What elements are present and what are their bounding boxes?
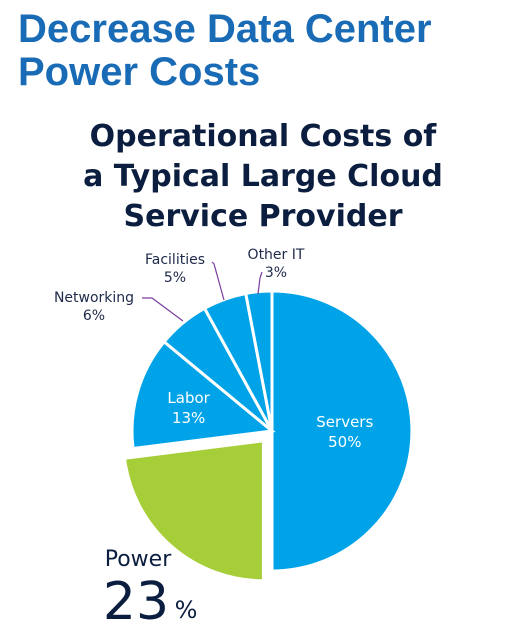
pie-slice-servers — [270, 289, 414, 573]
pie-slice-labor — [130, 339, 276, 451]
slice-label-power: Power — [105, 547, 172, 572]
slice-label-networking: Networking — [54, 290, 134, 306]
slice-unit-power: % — [175, 596, 198, 624]
slice-label-facilities: Facilities — [145, 252, 205, 268]
chart-title-line-1: Operational Costs of — [89, 119, 437, 154]
leader-line-other-it — [257, 271, 263, 295]
slice-value-servers: 50% — [328, 433, 361, 451]
pie-slice-power — [122, 439, 265, 583]
leader-line-facilities — [211, 261, 225, 301]
slice-value-other-it: 3% — [265, 265, 287, 281]
chart-title-line-3: Service Provider — [123, 199, 403, 234]
chart-title: Operational Costs of a Typical Large Clo… — [0, 117, 526, 237]
slice-label-other-it: Other IT — [248, 247, 305, 263]
slice-label-labor: Labor — [167, 389, 210, 407]
leader-line-networking — [142, 297, 184, 322]
slice-value-networking: 6% — [83, 308, 105, 324]
slice-value-facilities: 5% — [164, 270, 186, 286]
chart-title-line-2: a Typical Large Cloud — [83, 159, 443, 194]
page-headline: Decrease Data Center Power Costs — [18, 7, 432, 94]
slice-value-labor: 13% — [172, 409, 205, 427]
slice-value-power: 23 — [103, 572, 169, 632]
pie-slices — [122, 289, 414, 583]
slice-label-servers: Servers — [316, 413, 373, 431]
